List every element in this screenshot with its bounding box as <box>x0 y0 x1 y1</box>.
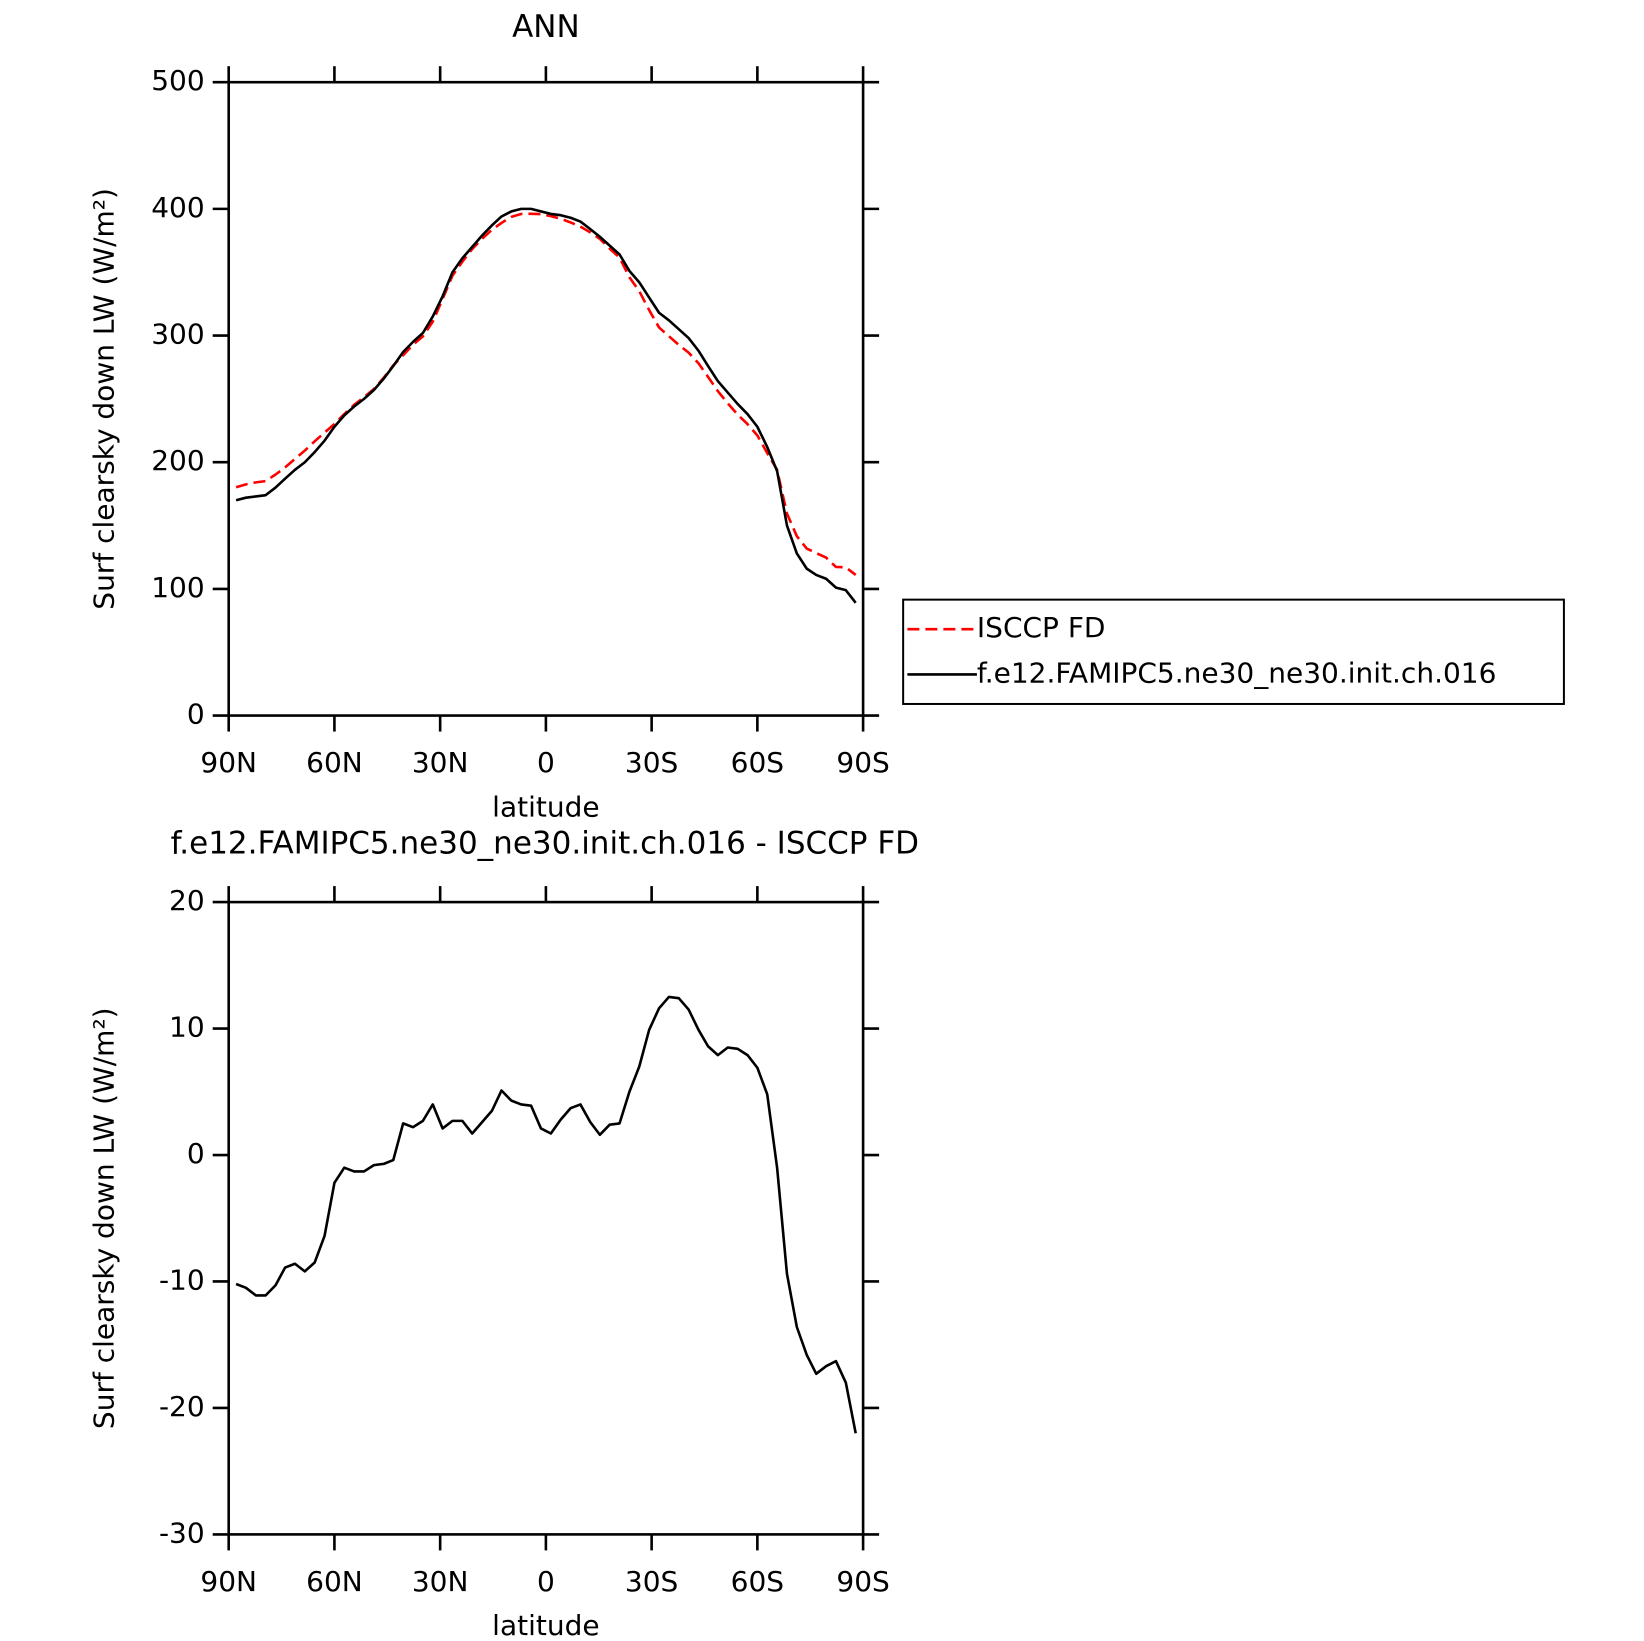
x-tick-label: 30N <box>412 1565 469 1598</box>
data-line <box>235 207 857 604</box>
y-tick-label: 500 <box>151 64 204 97</box>
x-tick-label: 60N <box>306 746 363 779</box>
legend-label: ISCCP FD <box>977 611 1106 644</box>
y-tick-label: 0 <box>187 1137 205 1170</box>
y-tick-label: 10 <box>169 1011 205 1044</box>
legend-box <box>902 598 1565 705</box>
data-line <box>235 995 857 1434</box>
x-tick-label: 30S <box>625 1565 678 1598</box>
y-tick-label: 20 <box>169 884 205 917</box>
x-tick-label: 60S <box>731 1565 784 1598</box>
y-tick-label: -30 <box>159 1516 205 1549</box>
x-tick-label: 90S <box>836 1565 889 1598</box>
x-tick-label: 60N <box>306 1565 363 1598</box>
x-tick-label: 30N <box>412 746 469 779</box>
y-tick-label: 100 <box>151 571 204 604</box>
plot-frame <box>227 80 865 717</box>
x-tick-label: 90N <box>200 1565 257 1598</box>
x-tick-label: 0 <box>537 1565 555 1598</box>
y-tick-label: 300 <box>151 318 204 351</box>
y-tick-label: 400 <box>151 191 204 224</box>
x-tick-label: 60S <box>731 746 784 779</box>
y-tick-label: -10 <box>159 1263 205 1296</box>
plot-frame <box>227 900 865 1536</box>
x-tick-label: 0 <box>537 746 555 779</box>
x-tick-label: 90S <box>836 746 889 779</box>
x-tick-label: 30S <box>625 746 678 779</box>
x-axis-label: latitude <box>492 1609 599 1641</box>
x-axis-label: latitude <box>492 790 599 823</box>
y-axis-label: Surf clearsky down LW (W/m²) <box>87 1007 120 1429</box>
y-axis-label: Surf clearsky down LW (W/m²) <box>87 188 120 610</box>
chart-title: f.e12.FAMIPC5.ne30_ne30.init.ch.016 - IS… <box>171 826 919 862</box>
legend-label: f.e12.FAMIPC5.ne30_ne30.init.ch.016 <box>977 656 1497 689</box>
data-line <box>235 212 857 576</box>
chart-title: ANN <box>512 9 580 45</box>
x-tick-label: 90N <box>200 746 257 779</box>
y-tick-label: -20 <box>159 1390 205 1423</box>
y-tick-label: 200 <box>151 444 204 477</box>
y-tick-label: 0 <box>187 698 205 731</box>
